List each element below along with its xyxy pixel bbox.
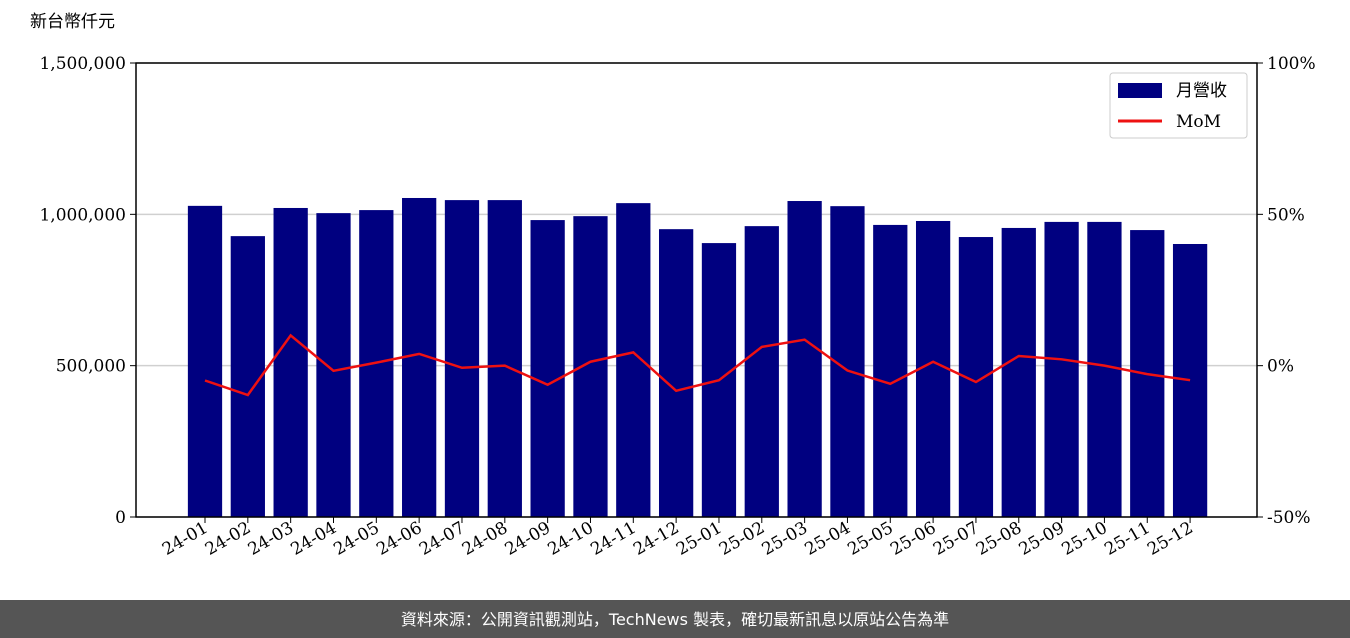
- bar: [187, 205, 223, 517]
- bar: [1001, 227, 1036, 517]
- bar: [573, 216, 608, 517]
- x-tick-label: 25-05: [844, 518, 896, 560]
- bar: [273, 207, 308, 517]
- x-tick-label: 24-07: [416, 518, 468, 560]
- x-tick-label: 24-08: [459, 518, 511, 560]
- bar: [1087, 221, 1122, 517]
- y-tick-label: 500,000: [56, 357, 126, 377]
- bar: [616, 203, 651, 517]
- bar: [1172, 243, 1208, 517]
- x-tick-label: 25-03: [759, 518, 811, 560]
- x-tick-label: 25-10: [1058, 518, 1110, 560]
- y-tick-label: 1,000,000: [39, 205, 126, 225]
- line: [204, 333, 1191, 397]
- x-tick-label: 24-03: [245, 518, 297, 560]
- x-tick-label: 25-09: [1016, 518, 1068, 560]
- plot-frame: [135, 62, 1258, 518]
- x-tick-label: 25-11: [1101, 518, 1153, 560]
- legend-label: MoM: [1176, 112, 1221, 132]
- legend-label: 月營收: [1176, 81, 1227, 101]
- x-tick-label: 24-05: [330, 518, 382, 560]
- x-tick-label: 25-12: [1144, 518, 1196, 560]
- x-tick-label: 24-12: [630, 518, 682, 560]
- x-tick-label: 25-08: [973, 518, 1025, 560]
- x-tick-label: 25-07: [930, 518, 982, 560]
- bar: [487, 200, 522, 517]
- bar: [444, 200, 480, 517]
- bar: [230, 236, 265, 517]
- y-tick-label: 0: [115, 508, 126, 528]
- footer-bar: [0, 600, 1350, 638]
- x-tick-label: 24-10: [545, 518, 597, 560]
- x-tick-label: 25-01: [673, 518, 725, 560]
- y2-tick-label: 0%: [1267, 357, 1294, 377]
- y2-tick-label: 50%: [1267, 205, 1305, 225]
- bar: [873, 224, 908, 517]
- x-tick-label: 25-02: [716, 518, 768, 560]
- x-tick-label: 25-04: [802, 518, 854, 560]
- y2-tick-label: -50%: [1267, 508, 1311, 528]
- bar: [787, 201, 822, 518]
- bar: [530, 220, 565, 518]
- y-tick-label: 1,500,000: [39, 54, 126, 74]
- y2-tick-label: 100%: [1267, 54, 1316, 74]
- x-tick-label: 24-01: [159, 518, 211, 560]
- y-axis-label: 新台幣仟元: [30, 12, 115, 32]
- bar: [744, 226, 779, 517]
- footer-text: 資料來源：公開資訊觀測站，TechNews 製表，確切最新訊息以原站公告為準: [401, 610, 949, 629]
- x-tick-label: 24-04: [288, 518, 340, 560]
- x-tick-label: 24-06: [373, 518, 425, 560]
- x-tick-label: 24-11: [587, 518, 639, 560]
- x-tick-label: 24-09: [502, 518, 554, 560]
- bar: [316, 213, 351, 517]
- bar: [1044, 221, 1079, 517]
- x-tick-label: 24-02: [202, 518, 254, 560]
- x-tick-label: 25-06: [887, 518, 939, 560]
- legend-swatch: [1118, 83, 1162, 98]
- bar: [658, 229, 694, 517]
